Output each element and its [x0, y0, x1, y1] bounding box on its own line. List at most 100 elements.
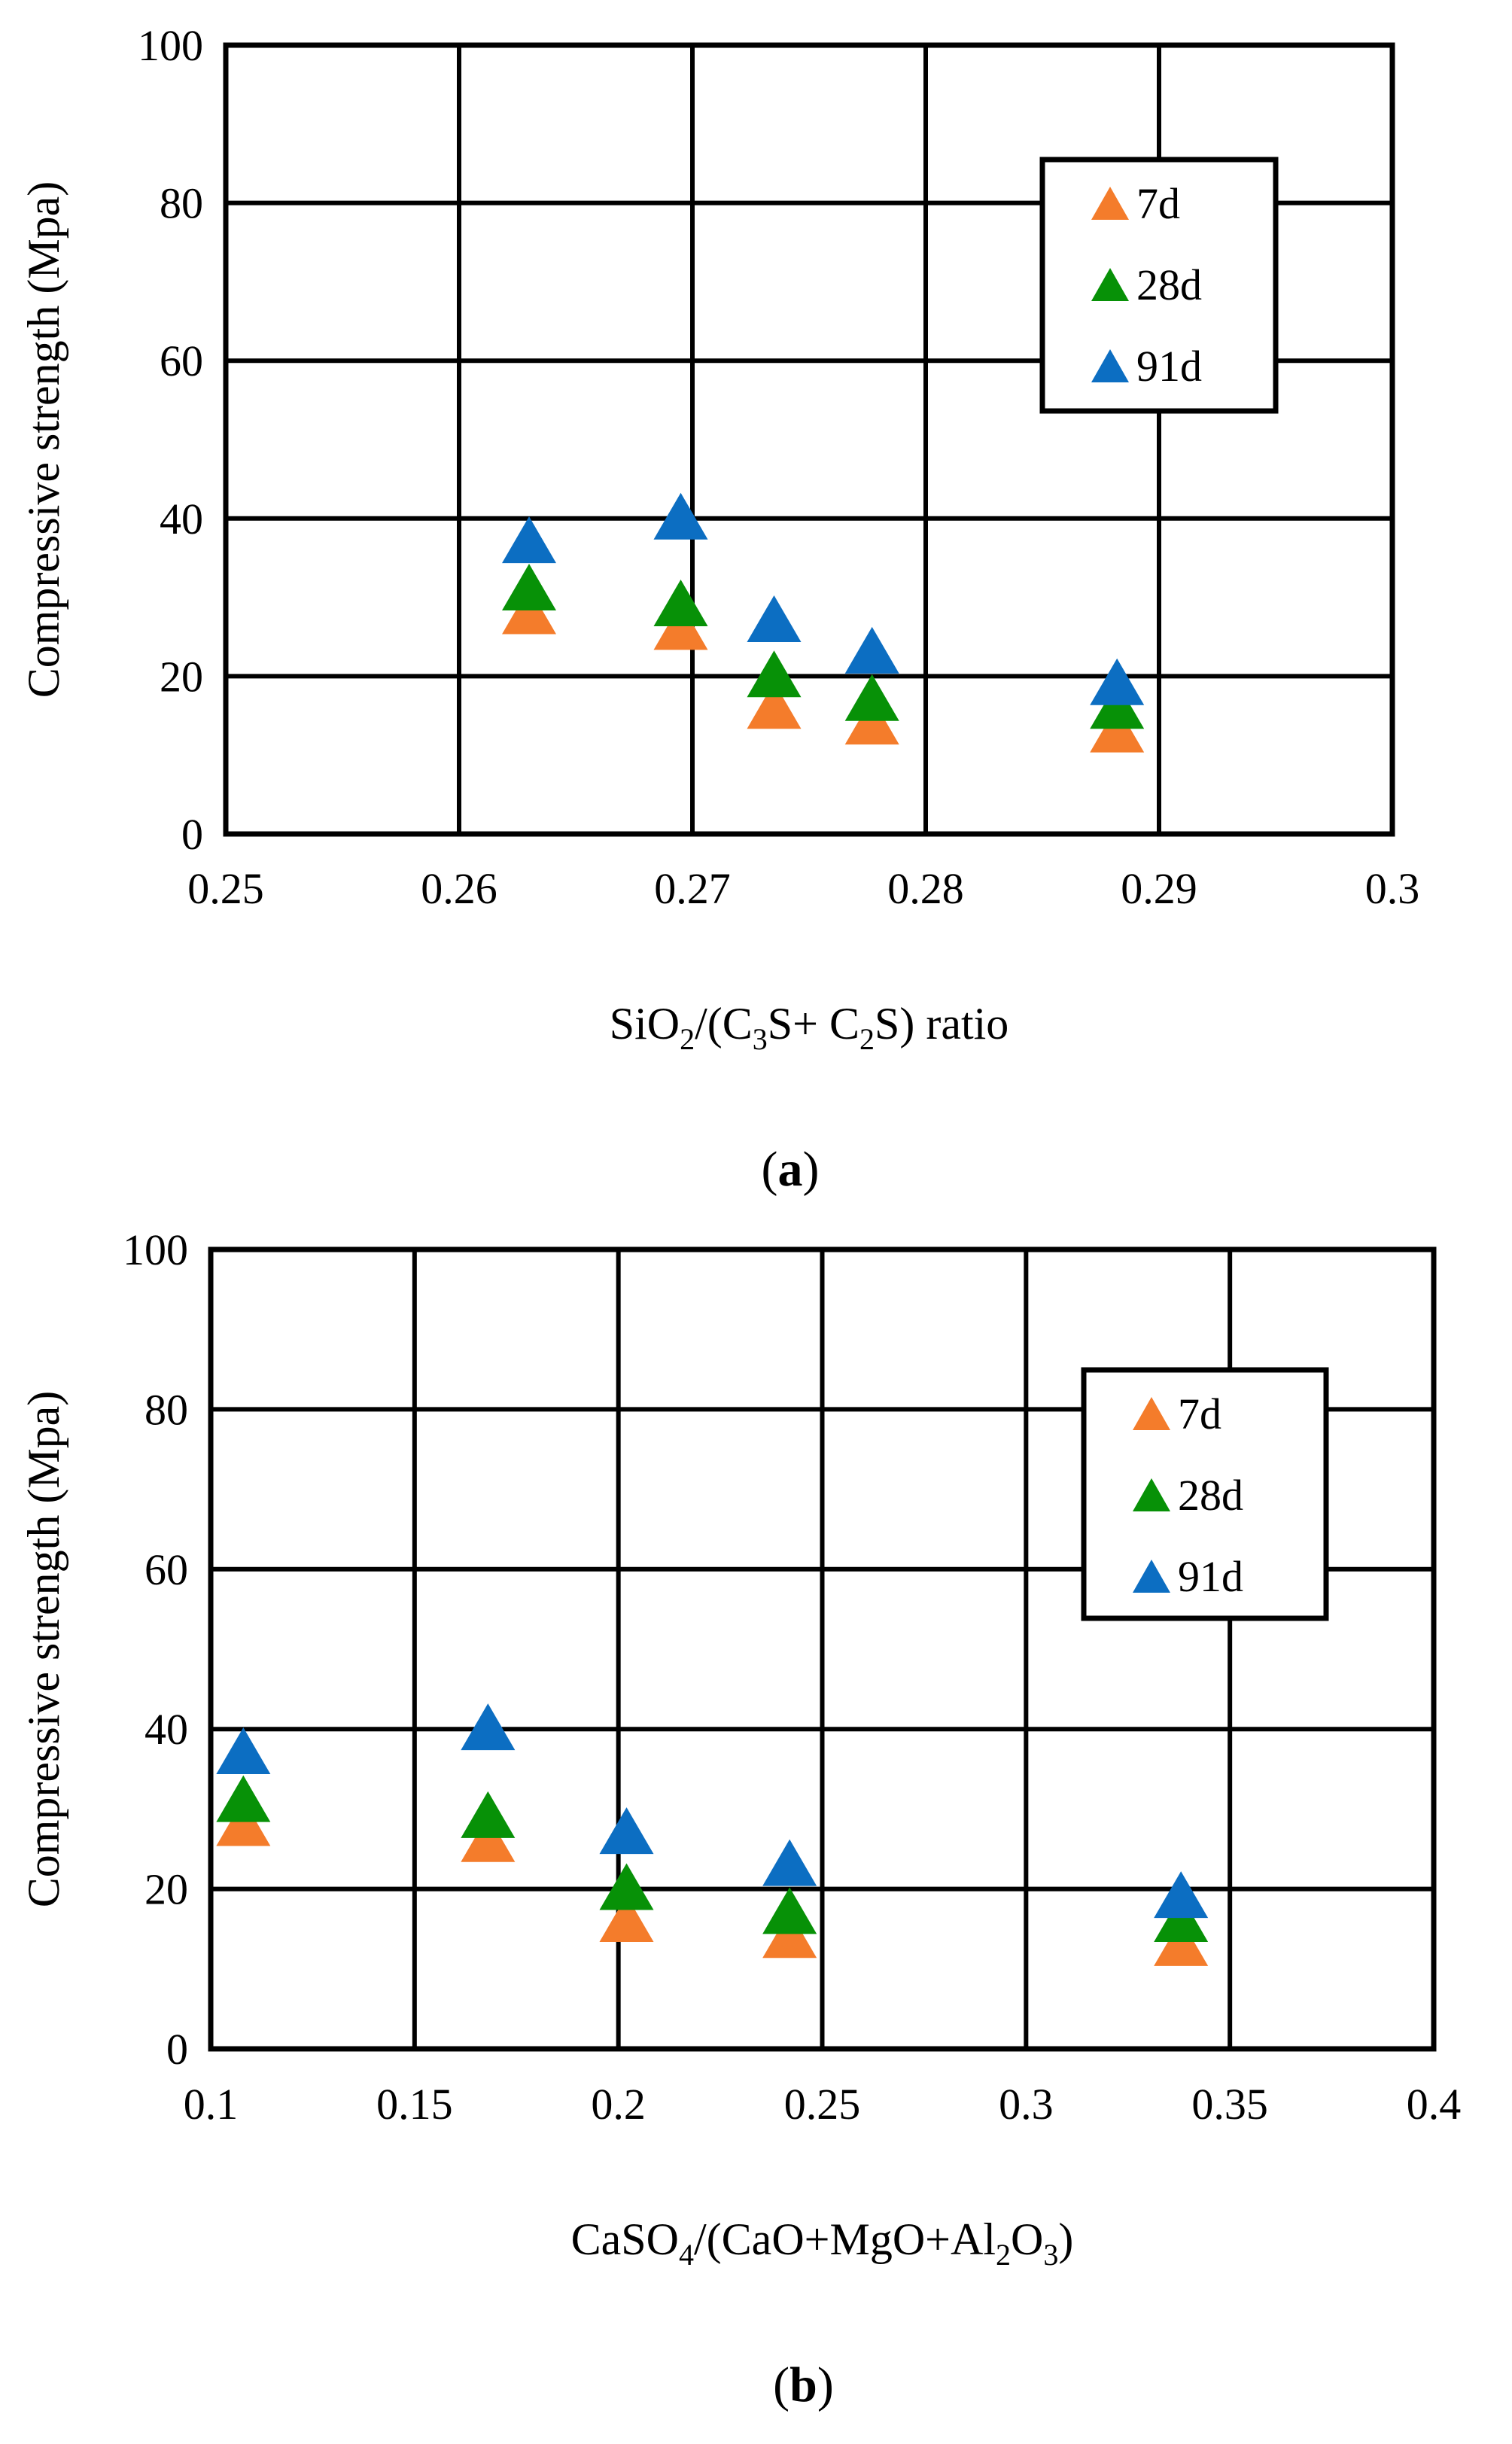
y-tick-label: 80	[160, 179, 203, 228]
data-point-91d	[1154, 1871, 1209, 1919]
legend-box	[1039, 157, 1279, 414]
data-point-28d	[461, 1791, 516, 1838]
x-axis-title-part: )	[1058, 2214, 1073, 2264]
data-point-91d	[762, 1839, 817, 1886]
y-tick-label: 20	[160, 652, 203, 701]
panel-label: (b)	[773, 2357, 834, 2412]
x-tick-label: 0.3	[999, 2080, 1054, 2129]
legend-label-91d: 91d	[1136, 342, 1202, 391]
data-point-7d	[844, 698, 899, 745]
y-axis-title: Compressive strength (Mpa)	[19, 181, 68, 699]
x-axis-title-part: CaSO	[571, 2214, 679, 2264]
panel-label-open: (	[762, 1142, 778, 1197]
x-axis-title-part: S+ C	[768, 999, 859, 1049]
data-point-28d	[216, 1775, 271, 1822]
y-tick-label: 100	[138, 21, 203, 70]
chart-panel-a: 0.25 0.26 0.27 0.28 0.29 0.3 0 20 40 60 80 100 Compr…	[19, 21, 1419, 1197]
legend-label-7d: 7d	[1136, 179, 1180, 228]
x-axis-title-part: SiO	[610, 999, 680, 1049]
data-point-7d	[599, 1895, 654, 1942]
data-point-91d	[599, 1807, 654, 1855]
x-axis-title: SiO2/(C3S+ C2S) ratio	[610, 999, 1009, 1056]
legend-marker-28d	[1133, 1478, 1170, 1511]
data-point-91d	[844, 626, 899, 674]
legend-marker-28d	[1091, 268, 1129, 301]
y-tick-label: 20	[145, 1865, 188, 1914]
data-point-28d	[599, 1863, 654, 1910]
data-point-7d	[747, 682, 802, 729]
series-28d	[502, 564, 1145, 729]
data-point-28d	[1154, 1895, 1209, 1942]
data-point-7d	[1090, 705, 1145, 753]
y-axis-title: Compressive strength (Mpa)	[19, 1391, 68, 1908]
data-point-7d	[502, 587, 556, 635]
x-tick-label: 0.25	[784, 2080, 861, 2129]
y-tick-label: 0	[181, 810, 203, 859]
y-tick-label: 40	[160, 495, 203, 543]
legend-label-7d: 7d	[1178, 1389, 1221, 1438]
x-axis-title-part: S) ratio	[875, 999, 1009, 1049]
y-tick-label: 40	[145, 1705, 188, 1754]
x-tick-label: 0.26	[421, 864, 497, 913]
data-point-91d	[502, 516, 556, 564]
data-point-91d	[747, 595, 802, 642]
x-axis-title-subscript: 2	[859, 1022, 875, 1056]
x-tick-label: 0.2	[591, 2080, 646, 2129]
plot-frame	[208, 1246, 1437, 2052]
data-point-28d	[1090, 682, 1145, 729]
data-point-7d	[216, 1799, 271, 1846]
series-28d	[216, 1775, 1209, 1942]
x-axis-title-subscript: 2	[996, 2238, 1011, 2272]
legend: 7d 28d 91d	[1039, 157, 1279, 414]
legend-marker-7d	[1091, 187, 1129, 220]
series-91d	[216, 1703, 1209, 1919]
panel-label: (a)	[762, 1142, 820, 1197]
y-tick-label: 60	[160, 336, 203, 385]
legend-label-91d: 91d	[1178, 1552, 1243, 1601]
x-tick-label: 0.28	[887, 864, 964, 913]
data-point-91d	[216, 1727, 271, 1774]
data-point-28d	[844, 674, 899, 721]
panel-label-close: )	[803, 1142, 820, 1197]
data-point-91d	[653, 492, 708, 540]
data-point-91d	[461, 1703, 516, 1751]
chart-panel-b: 0.1 0.15 0.2 0.25 0.3 0.35 0.4 0 20 40 60 80 100 Comp…	[19, 1225, 1461, 2412]
data-point-28d	[747, 650, 802, 698]
x-axis-title-subscript: 3	[753, 1022, 768, 1056]
x-tick-label: 0.27	[654, 864, 731, 913]
panel-label-letter: a	[778, 1142, 803, 1197]
data-point-91d	[1090, 658, 1145, 705]
series-7d	[502, 587, 1145, 753]
data-point-7d	[653, 603, 708, 650]
x-tick-label: 0.3	[1365, 864, 1420, 913]
x-tick-label: 0.35	[1191, 2080, 1268, 2129]
x-axis-title-subscript: 2	[680, 1022, 695, 1056]
x-tick-label: 0.15	[376, 2080, 453, 2129]
x-tick-label: 0.25	[187, 864, 264, 913]
data-point-7d	[1154, 1919, 1209, 1966]
series-7d	[216, 1799, 1209, 1966]
y-tick-label: 80	[145, 1385, 188, 1434]
panel-label-close: )	[817, 2357, 834, 2412]
legend-marker-7d	[1133, 1397, 1170, 1430]
legend: 7d 28d 91d	[1081, 1367, 1329, 1621]
y-tick-label: 100	[123, 1225, 188, 1274]
panel-label-letter: b	[789, 2357, 817, 2412]
x-tick-label: 0.1	[184, 2080, 239, 2129]
legend-marker-91d	[1091, 349, 1129, 382]
x-axis-title: CaSO4/(CaO+MgO+Al2O3)	[571, 2214, 1074, 2272]
y-tick-label: 60	[145, 1545, 188, 1594]
legend-label-28d: 28d	[1178, 1471, 1243, 1520]
y-tick-label: 0	[166, 2025, 188, 2074]
panel-label-open: (	[773, 2357, 789, 2412]
x-axis-title-part: O	[1011, 2214, 1043, 2264]
x-axis-title-part: /(C	[695, 999, 753, 1049]
data-point-7d	[762, 1911, 817, 1959]
x-axis-title-subscript: 3	[1043, 2238, 1058, 2272]
x-tick-label: 0.29	[1121, 864, 1197, 913]
legend-label-28d: 28d	[1136, 260, 1202, 309]
legend-marker-91d	[1133, 1560, 1170, 1593]
data-point-7d	[461, 1815, 516, 1862]
legend-box	[1081, 1367, 1329, 1621]
